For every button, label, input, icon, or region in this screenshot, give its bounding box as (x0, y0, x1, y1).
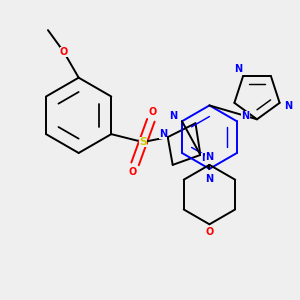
Text: N: N (284, 100, 292, 111)
Text: N: N (159, 129, 167, 139)
Text: N: N (169, 111, 178, 121)
Text: O: O (205, 227, 214, 237)
Text: N: N (242, 111, 250, 121)
Text: N: N (234, 64, 242, 74)
Text: N: N (201, 153, 209, 163)
Text: N: N (206, 174, 214, 184)
Text: N: N (206, 152, 214, 162)
Text: O: O (149, 107, 157, 117)
Text: S: S (139, 137, 147, 147)
Text: O: O (60, 47, 68, 57)
Text: O: O (129, 167, 137, 177)
